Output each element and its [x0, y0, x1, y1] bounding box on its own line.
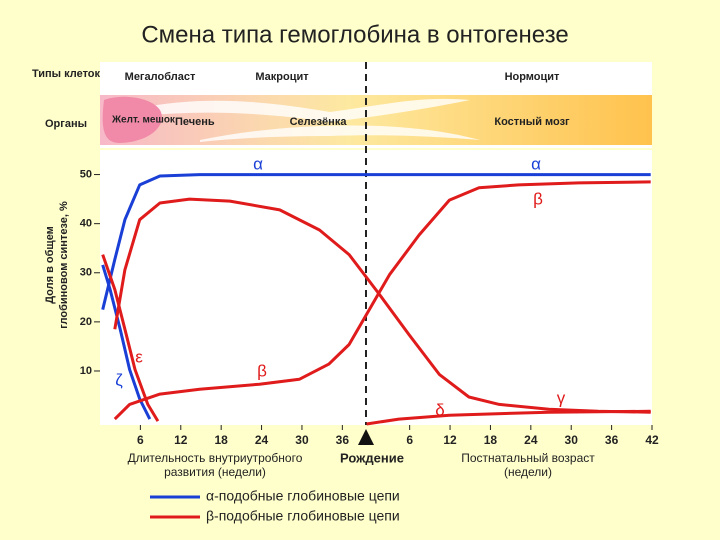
x-axis-label: Длительность внутриутробного [128, 451, 303, 465]
x-tick-label: 36 [336, 433, 350, 447]
birth-marker [358, 429, 374, 445]
series-label: β [257, 361, 267, 380]
x-tick-label: 12 [443, 433, 457, 447]
series-line [101, 264, 152, 420]
x-tick-label: 18 [484, 433, 498, 447]
organ: Печень [175, 116, 215, 128]
series-label: γ [557, 388, 566, 407]
series-label: ζ [115, 370, 123, 389]
y-tick-label: 30 [80, 267, 92, 279]
x-tick-label: 12 [174, 433, 188, 447]
chart-title: Смена типа гемоглобина в онтогенезе [141, 21, 568, 48]
cell-type: Мегалобласт [125, 71, 196, 83]
series-label: β [533, 189, 543, 208]
series-line [366, 409, 651, 426]
x-axis-label: развития (недели) [164, 465, 266, 479]
series-label: α [253, 154, 263, 173]
series-label: δ [435, 400, 444, 419]
series-label: ε [135, 347, 143, 366]
y-tick-label: 40 [80, 218, 92, 230]
x-tick-label: 18 [214, 433, 228, 447]
row-label: Органы [45, 118, 87, 130]
x-axis-label: (недели) [504, 465, 552, 479]
organ-shape [200, 125, 480, 142]
x-tick-label: 42 [645, 433, 659, 447]
y-axis-label: глобиновом синтезе, % [58, 201, 70, 329]
legend-label: α-подобные глобиновые цепи [206, 488, 400, 504]
birth-label: Рождение [340, 450, 404, 465]
x-tick-label: 30 [295, 433, 309, 447]
x-tick-label: 6 [137, 433, 144, 447]
series-line [101, 173, 651, 310]
x-tick-label: 36 [605, 433, 619, 447]
x-tick-label: 24 [255, 433, 269, 447]
x-tick-label: 24 [524, 433, 538, 447]
y-tick-label: 10 [80, 365, 92, 377]
y-axis-label: Доля в общем [44, 226, 56, 304]
cell-type: Нормоцит [505, 71, 560, 83]
y-tick-label: 20 [80, 316, 92, 328]
x-tick-label: 30 [565, 433, 579, 447]
legend-label: β-подобные глобиновые цепи [206, 508, 400, 524]
x-axis-label: Постнатальный возраст [461, 451, 595, 465]
organ: Костный мозг [494, 116, 570, 128]
series-label: α [531, 154, 541, 173]
x-tick-label: 6 [406, 433, 413, 447]
y-tick-label: 50 [80, 168, 92, 180]
organ-shape [140, 98, 470, 122]
row-label: Типы клеток [32, 68, 101, 80]
organ: Желт. мешок [111, 115, 176, 126]
series-line [113, 197, 651, 414]
yolk-sac [102, 96, 162, 143]
series-line [113, 180, 651, 421]
series-line [101, 254, 160, 422]
organ: Селезёнка [290, 116, 348, 128]
cell-type: Макроцит [255, 71, 309, 83]
